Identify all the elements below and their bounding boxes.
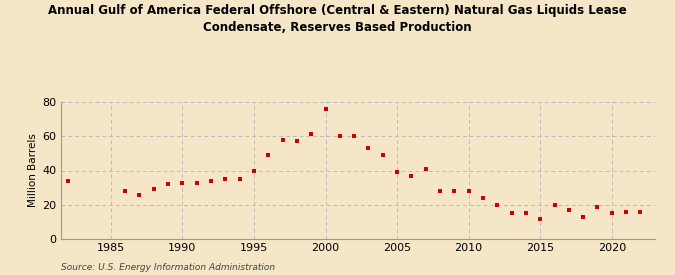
Point	[334, 134, 345, 138]
Point	[134, 192, 145, 197]
Y-axis label: Million Barrels: Million Barrels	[28, 134, 38, 207]
Point	[492, 203, 503, 207]
Point	[435, 189, 446, 193]
Point	[320, 106, 331, 111]
Point	[392, 170, 402, 174]
Point	[148, 187, 159, 192]
Point	[449, 189, 460, 193]
Point	[592, 204, 603, 209]
Point	[406, 174, 417, 178]
Point	[520, 211, 531, 216]
Point	[177, 180, 188, 185]
Point	[421, 167, 431, 171]
Point	[463, 189, 474, 193]
Point	[621, 210, 632, 214]
Point	[206, 179, 217, 183]
Point	[292, 139, 302, 144]
Point	[506, 211, 517, 216]
Point	[606, 211, 617, 216]
Point	[349, 134, 360, 138]
Point	[635, 210, 646, 214]
Point	[63, 179, 74, 183]
Point	[478, 196, 489, 200]
Point	[578, 215, 589, 219]
Point	[277, 138, 288, 142]
Point	[220, 177, 231, 181]
Point	[377, 153, 388, 157]
Point	[535, 216, 545, 221]
Point	[306, 132, 317, 137]
Point	[248, 168, 259, 173]
Point	[163, 182, 173, 186]
Point	[564, 208, 574, 212]
Text: Source: U.S. Energy Information Administration: Source: U.S. Energy Information Administ…	[61, 263, 275, 272]
Text: Annual Gulf of America Federal Offshore (Central & Eastern) Natural Gas Liquids : Annual Gulf of America Federal Offshore …	[48, 4, 627, 34]
Point	[191, 180, 202, 185]
Point	[234, 177, 245, 181]
Point	[263, 153, 273, 157]
Point	[363, 146, 374, 150]
Point	[119, 189, 130, 193]
Point	[549, 203, 560, 207]
